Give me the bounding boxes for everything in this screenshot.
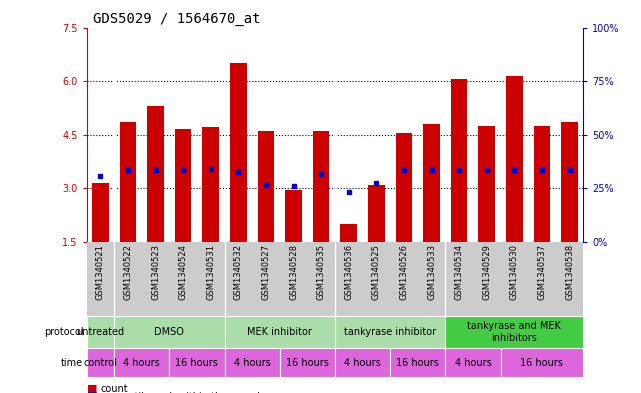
Text: tankyrase inhibitor: tankyrase inhibitor	[344, 327, 436, 337]
Bar	[451, 79, 467, 242]
Bar	[285, 190, 302, 242]
Text: 16 hours: 16 hours	[286, 358, 329, 367]
Bar	[445, 316, 583, 348]
Text: protocol: protocol	[44, 327, 83, 337]
Bar	[368, 185, 385, 242]
Text: ■: ■	[87, 391, 97, 393]
Text: GSM1340526: GSM1340526	[399, 244, 408, 300]
Text: DMSO: DMSO	[154, 327, 184, 337]
Text: GDS5029 / 1564670_at: GDS5029 / 1564670_at	[93, 11, 260, 26]
Bar	[224, 316, 335, 348]
Bar	[279, 348, 335, 377]
Text: 16 hours: 16 hours	[520, 358, 563, 367]
Text: ■: ■	[87, 383, 97, 393]
Bar	[313, 131, 329, 242]
Bar	[445, 348, 501, 377]
Bar	[114, 316, 224, 348]
Bar	[506, 76, 522, 242]
Text: GSM1340532: GSM1340532	[234, 244, 243, 300]
Text: 4 hours: 4 hours	[344, 358, 381, 367]
Bar	[87, 316, 114, 348]
Text: GSM1340536: GSM1340536	[344, 244, 353, 300]
Bar	[120, 122, 137, 242]
Text: GSM1340524: GSM1340524	[179, 244, 188, 300]
Text: MEK inhibitor: MEK inhibitor	[247, 327, 312, 337]
Text: GSM1340521: GSM1340521	[96, 244, 105, 300]
Text: 4 hours: 4 hours	[454, 358, 491, 367]
Bar	[92, 183, 108, 242]
Bar	[258, 131, 274, 242]
Text: 16 hours: 16 hours	[176, 358, 219, 367]
Text: 4 hours: 4 hours	[234, 358, 271, 367]
Bar	[340, 224, 357, 242]
Bar	[175, 129, 192, 242]
Text: GSM1340525: GSM1340525	[372, 244, 381, 300]
Bar	[395, 133, 412, 242]
Text: GSM1340535: GSM1340535	[317, 244, 326, 300]
Text: time: time	[61, 358, 83, 367]
Text: GSM1340529: GSM1340529	[482, 244, 491, 300]
Bar	[423, 124, 440, 242]
Text: GSM1340528: GSM1340528	[289, 244, 298, 300]
Text: GSM1340531: GSM1340531	[206, 244, 215, 300]
Bar	[230, 63, 247, 242]
Bar	[87, 348, 114, 377]
Bar	[390, 348, 445, 377]
Text: count: count	[101, 384, 128, 393]
Text: GSM1340534: GSM1340534	[454, 244, 463, 300]
Text: tankyrase and MEK
inhibitors: tankyrase and MEK inhibitors	[467, 321, 562, 343]
Text: 16 hours: 16 hours	[396, 358, 439, 367]
Text: GSM1340522: GSM1340522	[124, 244, 133, 300]
Text: GSM1340533: GSM1340533	[427, 244, 436, 300]
Bar	[335, 348, 390, 377]
Bar	[224, 348, 279, 377]
Bar	[203, 127, 219, 242]
Bar	[534, 126, 550, 242]
Text: control: control	[83, 358, 117, 367]
Text: untreated: untreated	[76, 327, 124, 337]
Text: GSM1340527: GSM1340527	[262, 244, 271, 300]
Text: GSM1340530: GSM1340530	[510, 244, 519, 300]
Bar	[147, 106, 164, 242]
Text: GSM1340538: GSM1340538	[565, 244, 574, 300]
Bar	[501, 348, 583, 377]
Bar	[562, 122, 578, 242]
Text: GSM1340523: GSM1340523	[151, 244, 160, 300]
Bar	[335, 316, 445, 348]
Text: percentile rank within the sample: percentile rank within the sample	[101, 392, 265, 393]
Text: 4 hours: 4 hours	[123, 358, 160, 367]
Bar	[114, 348, 169, 377]
Bar	[169, 348, 224, 377]
Text: GSM1340537: GSM1340537	[537, 244, 546, 300]
Bar	[478, 126, 495, 242]
